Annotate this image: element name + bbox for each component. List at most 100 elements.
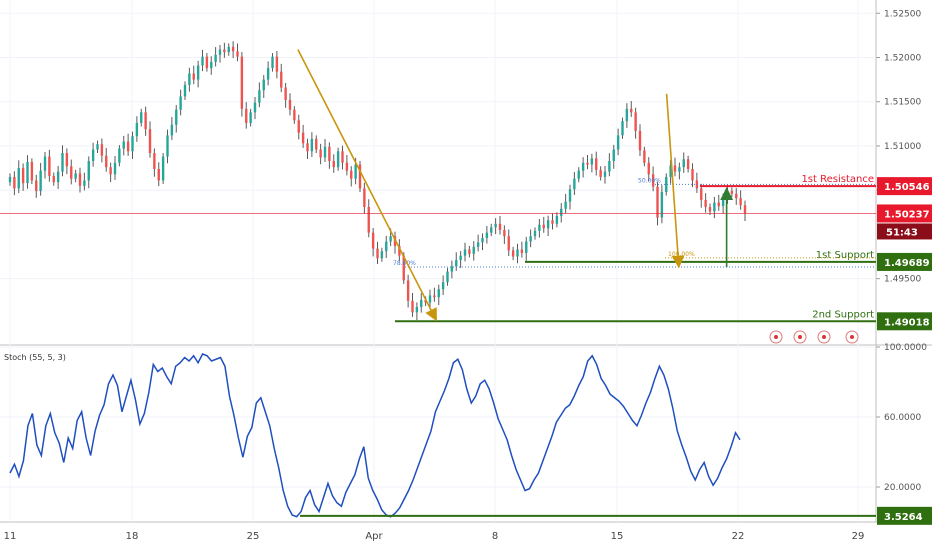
candle-body: [717, 202, 720, 207]
candle-body: [144, 112, 147, 130]
candle-body: [30, 161, 34, 181]
candle-body: [109, 167, 112, 175]
candle-body: [634, 112, 637, 131]
candle-body: [529, 236, 532, 242]
candle-body: [564, 201, 567, 209]
candle-body: [341, 151, 344, 163]
candle-body: [669, 165, 672, 177]
candle-body: [546, 220, 550, 229]
candle-body: [231, 46, 235, 52]
event-flag-icon: [798, 335, 802, 339]
stoch-line: [9, 353, 741, 518]
axis-right: 1.525001.520001.515001.510001.505001.495…: [876, 9, 932, 525]
price-tick-label: 1.49500: [884, 275, 921, 285]
time-tick-label: 11: [4, 531, 17, 542]
candle-body: [358, 164, 362, 189]
fib-label: 100.00%: [668, 251, 695, 258]
candle-body: [678, 167, 681, 172]
candle-body: [319, 149, 322, 158]
level-label: 1st Resistance: [801, 174, 874, 185]
candle-body: [223, 49, 226, 53]
candle-body: [74, 173, 77, 179]
candle-body: [262, 79, 265, 91]
candle-body: [411, 300, 414, 313]
candle-body: [210, 61, 213, 69]
candle-body: [205, 56, 209, 69]
annotation-arrow: [297, 49, 438, 322]
candle-body: [686, 159, 690, 169]
countdown-tag: [877, 223, 932, 240]
levels: 1st Resistance 1st Support 2nd Support 50.0…: [0, 174, 876, 344]
candle-body: [13, 176, 16, 189]
candle-body: [406, 280, 410, 301]
candle-body: [275, 56, 279, 72]
candle-body: [271, 56, 274, 69]
current-price-label: 1.50237: [884, 209, 930, 220]
candle-body: [218, 49, 222, 55]
candle-body: [328, 146, 331, 161]
candle-body: [306, 143, 309, 152]
fib-label: 78.60%: [393, 260, 416, 267]
event-flag-icon: [850, 335, 854, 339]
candle-body: [376, 248, 379, 259]
candle-body: [446, 271, 449, 283]
stoch-pane: [9, 353, 876, 518]
candle-body: [625, 108, 629, 122]
price-pane: 1st Resistance 1st Support 2nd Support 50.0…: [0, 41, 876, 344]
level-label: 1st Support: [816, 250, 874, 261]
price-tick-label: 1.51500: [884, 98, 921, 108]
candle-body: [350, 170, 353, 179]
candle-body: [542, 224, 545, 229]
candle-body: [708, 207, 712, 212]
candle-body: [428, 295, 432, 303]
level-price-tag: [877, 177, 932, 196]
candle-body: [450, 266, 454, 272]
candle-body: [161, 156, 165, 181]
candle-body: [586, 162, 589, 165]
candle-body: [700, 188, 703, 200]
stoch-tick-label: 100.0000: [884, 343, 927, 353]
candle-body: [118, 148, 121, 163]
candle-body: [490, 227, 493, 233]
candle-body: [472, 246, 475, 254]
candle-body: [463, 249, 467, 256]
candle-body: [603, 171, 607, 177]
candle-body: [363, 188, 366, 207]
candle-body: [647, 162, 650, 175]
candle-body: [188, 73, 191, 85]
candle-body: [258, 90, 261, 103]
candle-body: [560, 208, 563, 216]
candle-body: [612, 149, 615, 161]
arrows: [297, 49, 734, 322]
candle-body: [621, 121, 624, 136]
candle-body: [433, 295, 436, 298]
level-price-label: 1.49018: [884, 317, 930, 328]
candle-body: [315, 138, 318, 150]
candle-body: [507, 236, 510, 251]
candle-body: [371, 232, 375, 249]
candle-body: [245, 108, 248, 123]
candle-body: [730, 191, 734, 194]
price-tick-label: 1.52500: [884, 9, 921, 19]
candle-body: [481, 237, 484, 243]
stoch-tick-label: 20.0000: [884, 483, 921, 493]
time-tick-label: 8: [492, 531, 498, 542]
candle-body: [735, 193, 738, 199]
time-tick-label: 25: [247, 531, 260, 542]
candle-body: [175, 109, 178, 125]
candle-body: [511, 250, 515, 257]
candle-body: [424, 299, 427, 303]
candle-body: [568, 189, 572, 202]
candle-body: [78, 173, 82, 186]
candle-body: [52, 176, 55, 183]
candle-body: [148, 129, 152, 154]
level-label: 2nd Support: [812, 309, 874, 320]
time-tick-label: 22: [732, 531, 745, 542]
candle-body: [140, 112, 143, 123]
candle-body: [122, 141, 125, 149]
candle-body: [65, 153, 69, 167]
candle-body: [56, 171, 60, 183]
candle-body: [354, 164, 357, 179]
candle-body: [332, 161, 335, 168]
candle-body: [43, 156, 47, 171]
